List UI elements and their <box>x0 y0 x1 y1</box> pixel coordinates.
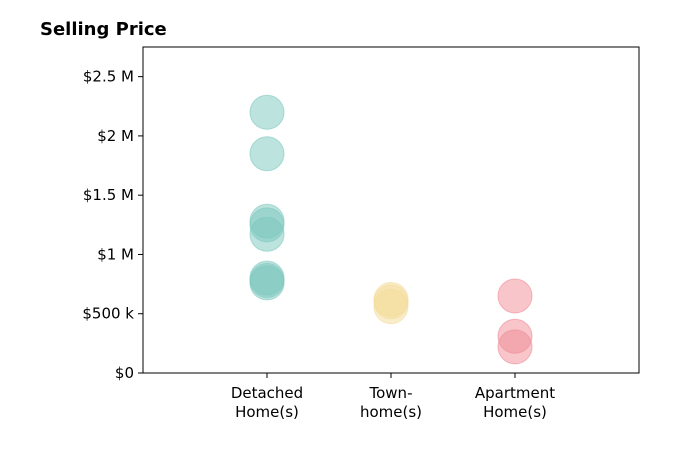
data-point <box>249 136 285 172</box>
data-point <box>497 329 533 365</box>
x-tick-label: Detached Home(s) <box>231 384 303 421</box>
x-tick-label: Apartment Home(s) <box>475 384 555 421</box>
y-tick-label: $2 M <box>97 127 134 145</box>
x-axis: Detached Home(s) Town-home(s) Apartment Home… <box>231 373 555 421</box>
data-point <box>497 278 533 314</box>
y-tick-label: $1.5 M <box>83 186 134 204</box>
y-axis: $0 $500 k $1 M $1.5 M $2 M $2.5 M <box>82 68 143 382</box>
data-point <box>249 94 285 130</box>
chart-title: Selling Price <box>40 19 167 40</box>
data-point <box>373 289 409 325</box>
y-tick-label: $2.5 M <box>83 68 134 86</box>
data-point <box>249 216 285 252</box>
x-tick-label: Town-home(s) <box>360 384 422 421</box>
points-layer <box>249 94 533 365</box>
y-tick-label: $1 M <box>97 245 134 263</box>
data-point <box>249 265 285 301</box>
y-tick-label: $0 <box>115 364 134 382</box>
y-tick-label: $500 k <box>82 305 134 323</box>
